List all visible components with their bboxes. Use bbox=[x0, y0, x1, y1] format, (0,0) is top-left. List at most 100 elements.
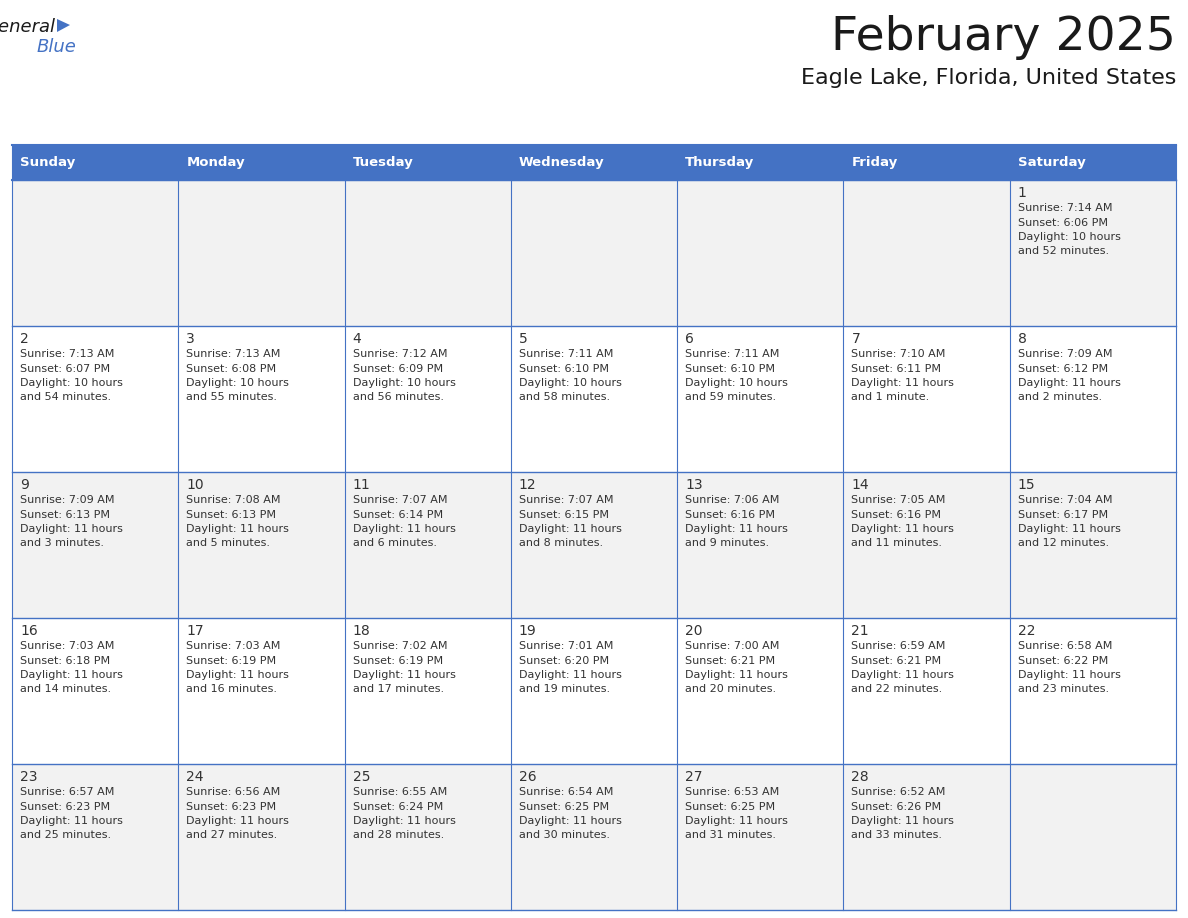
Bar bbox=[677, 618, 843, 764]
Bar bbox=[12, 326, 178, 472]
Text: Daylight: 11 hours: Daylight: 11 hours bbox=[519, 670, 621, 680]
Bar bbox=[345, 326, 511, 472]
Bar bbox=[345, 764, 511, 910]
Text: Monday: Monday bbox=[187, 156, 245, 169]
Text: Sunset: 6:09 PM: Sunset: 6:09 PM bbox=[353, 364, 443, 374]
Text: Sunrise: 6:57 AM: Sunrise: 6:57 AM bbox=[20, 787, 114, 797]
Bar bbox=[1010, 326, 1176, 472]
Text: Sunrise: 7:02 AM: Sunrise: 7:02 AM bbox=[353, 641, 447, 651]
Text: Sunset: 6:15 PM: Sunset: 6:15 PM bbox=[519, 509, 609, 520]
Text: and 16 minutes.: and 16 minutes. bbox=[187, 685, 277, 695]
Bar bbox=[677, 326, 843, 472]
Text: Sunrise: 7:11 AM: Sunrise: 7:11 AM bbox=[519, 349, 613, 359]
Text: Sunrise: 7:06 AM: Sunrise: 7:06 AM bbox=[685, 495, 779, 505]
Bar bbox=[843, 326, 1010, 472]
Text: Blue: Blue bbox=[37, 38, 77, 56]
Bar bbox=[843, 145, 1010, 180]
Text: 1: 1 bbox=[1018, 186, 1026, 200]
Text: 21: 21 bbox=[852, 624, 870, 638]
Text: Sunset: 6:19 PM: Sunset: 6:19 PM bbox=[353, 655, 443, 666]
Text: Sunset: 6:26 PM: Sunset: 6:26 PM bbox=[852, 801, 942, 812]
Text: Saturday: Saturday bbox=[1018, 156, 1086, 169]
Bar bbox=[511, 472, 677, 618]
Text: Sunrise: 7:13 AM: Sunrise: 7:13 AM bbox=[20, 349, 114, 359]
Text: Daylight: 11 hours: Daylight: 11 hours bbox=[20, 670, 122, 680]
Text: and 1 minute.: and 1 minute. bbox=[852, 393, 930, 402]
Bar bbox=[677, 472, 843, 618]
Bar bbox=[345, 472, 511, 618]
Text: Wednesday: Wednesday bbox=[519, 156, 605, 169]
Bar bbox=[178, 472, 345, 618]
Text: 3: 3 bbox=[187, 332, 195, 346]
Text: Sunrise: 7:07 AM: Sunrise: 7:07 AM bbox=[353, 495, 447, 505]
Bar bbox=[843, 472, 1010, 618]
Text: Daylight: 11 hours: Daylight: 11 hours bbox=[20, 524, 122, 534]
Text: Daylight: 11 hours: Daylight: 11 hours bbox=[187, 524, 289, 534]
Text: and 6 minutes.: and 6 minutes. bbox=[353, 539, 436, 548]
Text: Sunrise: 6:54 AM: Sunrise: 6:54 AM bbox=[519, 787, 613, 797]
Text: General: General bbox=[0, 18, 55, 36]
Text: Sunset: 6:13 PM: Sunset: 6:13 PM bbox=[187, 509, 277, 520]
Text: Sunset: 6:10 PM: Sunset: 6:10 PM bbox=[685, 364, 775, 374]
Bar bbox=[12, 180, 178, 326]
Text: Daylight: 11 hours: Daylight: 11 hours bbox=[685, 816, 788, 826]
Text: and 5 minutes.: and 5 minutes. bbox=[187, 539, 271, 548]
Text: Sunset: 6:17 PM: Sunset: 6:17 PM bbox=[1018, 509, 1108, 520]
Text: Sunrise: 6:52 AM: Sunrise: 6:52 AM bbox=[852, 787, 946, 797]
Text: Sunrise: 6:58 AM: Sunrise: 6:58 AM bbox=[1018, 641, 1112, 651]
Text: Sunset: 6:11 PM: Sunset: 6:11 PM bbox=[852, 364, 941, 374]
Text: Daylight: 11 hours: Daylight: 11 hours bbox=[187, 816, 289, 826]
Text: 7: 7 bbox=[852, 332, 860, 346]
Text: 17: 17 bbox=[187, 624, 204, 638]
Text: Daylight: 11 hours: Daylight: 11 hours bbox=[852, 524, 954, 534]
Text: 8: 8 bbox=[1018, 332, 1026, 346]
Text: Sunset: 6:23 PM: Sunset: 6:23 PM bbox=[187, 801, 277, 812]
Text: and 3 minutes.: and 3 minutes. bbox=[20, 539, 105, 548]
Bar bbox=[178, 764, 345, 910]
Text: 15: 15 bbox=[1018, 478, 1035, 492]
Text: and 55 minutes.: and 55 minutes. bbox=[187, 393, 277, 402]
Text: Sunrise: 6:53 AM: Sunrise: 6:53 AM bbox=[685, 787, 779, 797]
Text: Daylight: 11 hours: Daylight: 11 hours bbox=[685, 524, 788, 534]
Text: Daylight: 11 hours: Daylight: 11 hours bbox=[685, 670, 788, 680]
Text: Sunrise: 7:11 AM: Sunrise: 7:11 AM bbox=[685, 349, 779, 359]
Text: Sunrise: 7:09 AM: Sunrise: 7:09 AM bbox=[1018, 349, 1112, 359]
Bar bbox=[12, 618, 178, 764]
Text: 23: 23 bbox=[20, 770, 38, 784]
Text: Daylight: 11 hours: Daylight: 11 hours bbox=[353, 524, 455, 534]
Text: and 20 minutes.: and 20 minutes. bbox=[685, 685, 776, 695]
Text: Sunrise: 7:07 AM: Sunrise: 7:07 AM bbox=[519, 495, 613, 505]
Bar bbox=[511, 764, 677, 910]
Text: Sunset: 6:25 PM: Sunset: 6:25 PM bbox=[519, 801, 609, 812]
Text: Sunrise: 7:09 AM: Sunrise: 7:09 AM bbox=[20, 495, 114, 505]
Text: Sunset: 6:25 PM: Sunset: 6:25 PM bbox=[685, 801, 776, 812]
Text: Sunrise: 7:12 AM: Sunrise: 7:12 AM bbox=[353, 349, 447, 359]
Bar bbox=[843, 764, 1010, 910]
Text: and 17 minutes.: and 17 minutes. bbox=[353, 685, 443, 695]
Text: Friday: Friday bbox=[852, 156, 898, 169]
Bar bbox=[1010, 618, 1176, 764]
Text: Daylight: 11 hours: Daylight: 11 hours bbox=[187, 670, 289, 680]
Text: and 23 minutes.: and 23 minutes. bbox=[1018, 685, 1108, 695]
Text: and 28 minutes.: and 28 minutes. bbox=[353, 831, 444, 841]
Text: and 25 minutes.: and 25 minutes. bbox=[20, 831, 112, 841]
Text: and 58 minutes.: and 58 minutes. bbox=[519, 393, 609, 402]
Text: 26: 26 bbox=[519, 770, 537, 784]
Text: Sunrise: 6:55 AM: Sunrise: 6:55 AM bbox=[353, 787, 447, 797]
Text: Daylight: 11 hours: Daylight: 11 hours bbox=[353, 670, 455, 680]
Text: and 30 minutes.: and 30 minutes. bbox=[519, 831, 609, 841]
Bar bbox=[12, 764, 178, 910]
Text: Sunset: 6:07 PM: Sunset: 6:07 PM bbox=[20, 364, 110, 374]
Bar bbox=[345, 145, 511, 180]
Text: and 54 minutes.: and 54 minutes. bbox=[20, 393, 112, 402]
Text: 25: 25 bbox=[353, 770, 371, 784]
Text: 28: 28 bbox=[852, 770, 870, 784]
Text: Daylight: 11 hours: Daylight: 11 hours bbox=[1018, 524, 1120, 534]
Bar bbox=[178, 618, 345, 764]
Bar bbox=[178, 180, 345, 326]
Text: Sunset: 6:18 PM: Sunset: 6:18 PM bbox=[20, 655, 110, 666]
Text: Sunset: 6:23 PM: Sunset: 6:23 PM bbox=[20, 801, 110, 812]
Text: 20: 20 bbox=[685, 624, 702, 638]
Text: and 8 minutes.: and 8 minutes. bbox=[519, 539, 604, 548]
Polygon shape bbox=[57, 19, 70, 32]
